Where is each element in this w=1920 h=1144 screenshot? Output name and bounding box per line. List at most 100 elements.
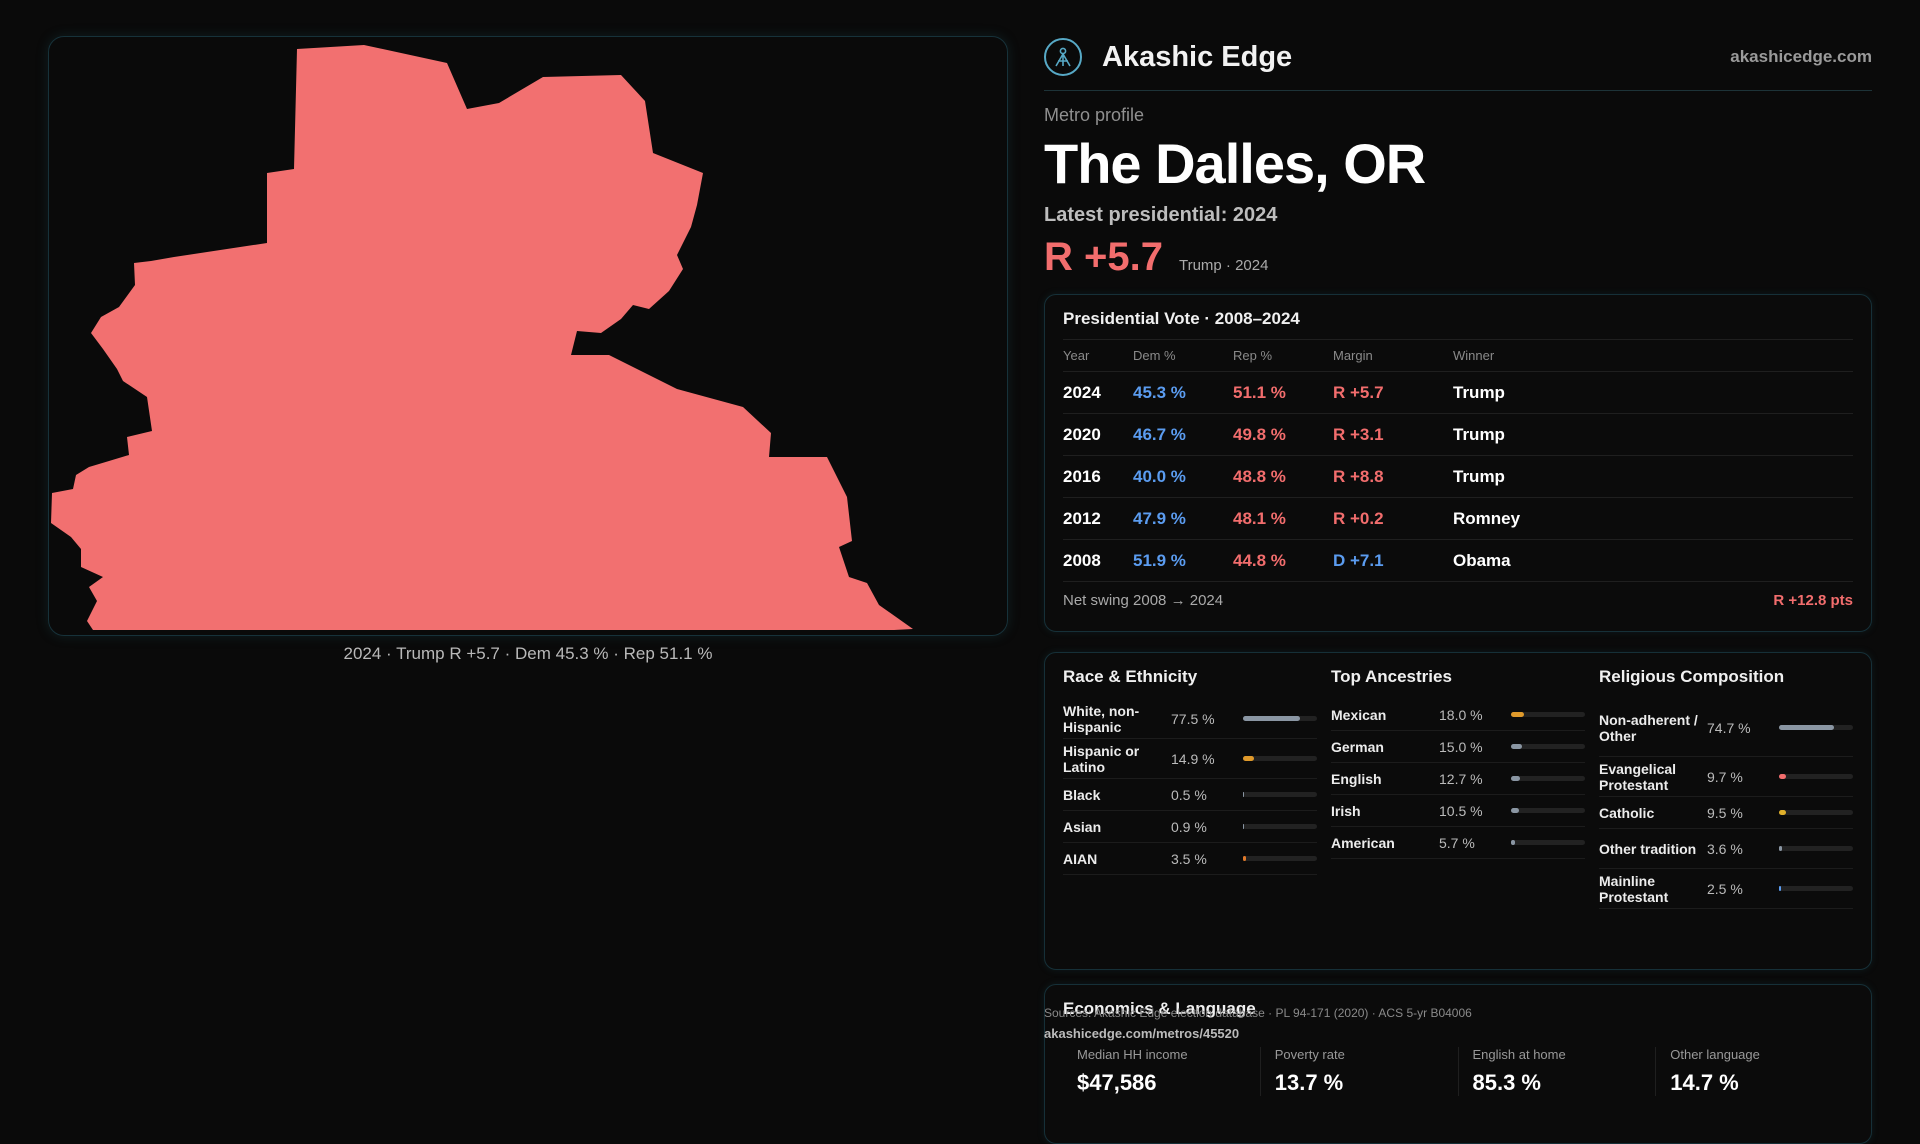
stat-row: White, non-Hispanic 77.5 % (1063, 699, 1317, 739)
stat-bar-fill (1779, 725, 1835, 730)
stat-label: Evangelical Protestant (1599, 760, 1677, 793)
county-map-panel[interactable] (48, 36, 1008, 636)
net-swing-row: Net swing 2008 → 2024 R +12.8 pts (1063, 592, 1853, 609)
permalink-link[interactable]: akashicedge.com/metros/45520 (1044, 1026, 1240, 1041)
stat-row: Hispanic or Latino 14.9 % (1063, 739, 1317, 779)
row-dem: 47.9 % (1133, 508, 1186, 528)
stat-value: 12.7 % (1439, 770, 1483, 787)
stat-bar (1511, 744, 1585, 749)
demographics-card: Race & Ethnicity White, non-Hispanic 77.5… (1044, 652, 1872, 970)
county-map[interactable] (49, 37, 1008, 636)
stat-bar-fill (1511, 776, 1521, 781)
row-margin: R +5.7 (1333, 382, 1384, 402)
table-row: 2016 40.0 % 48.8 % R +8.8 Trump (1063, 456, 1853, 498)
stat-bar (1779, 846, 1853, 851)
stat-value: 18.0 % (1439, 706, 1483, 723)
stat-bar (1511, 808, 1585, 813)
stat-label: Hispanic or Latino (1063, 742, 1140, 775)
stat-label: Mexican (1331, 706, 1387, 723)
page-title: The Dalles, OR (1044, 132, 1426, 195)
stat-label: English (1331, 770, 1382, 787)
stat-value: 15.0 % (1439, 738, 1483, 755)
stat-value: 5.7 % (1439, 834, 1475, 851)
stat-bar-fill (1243, 856, 1246, 861)
stat-row: Non-adherent / Other 74.7 % (1599, 699, 1853, 757)
econ-label: Median HH income (1077, 1047, 1188, 1062)
row-year: 2016 (1063, 466, 1101, 486)
stat-bar (1779, 774, 1853, 779)
stat-value: 9.7 % (1707, 768, 1743, 785)
stat-value: 0.9 % (1171, 818, 1207, 835)
stat-bar (1243, 756, 1317, 761)
presidential-vote-table: Year Dem % Rep % Margin Winner 2024 45.3… (1063, 339, 1853, 582)
net-swing-label: Net swing 2008 → 2024 (1063, 592, 1224, 609)
ancestries-title: Top Ancestries (1331, 667, 1452, 686)
stat-bar-fill (1779, 774, 1787, 779)
latest-margin-value: R +5.7 (1044, 235, 1163, 279)
stat-bar (1511, 776, 1585, 781)
stat-bar (1243, 856, 1317, 861)
stat-label: AIAN (1063, 850, 1098, 867)
stat-row: AIAN 3.5 % (1063, 843, 1317, 875)
row-year: 2020 (1063, 424, 1101, 444)
stat-row: Irish 10.5 % (1331, 795, 1585, 827)
stat-row: Evangelical Protestant 9.7 % (1599, 757, 1853, 797)
presidential-vote-title: Presidential Vote · 2008–2024 (1063, 309, 1300, 328)
stat-label: Non-adherent / Other (1599, 711, 1698, 744)
stat-row: English 12.7 % (1331, 763, 1585, 795)
race-ethnicity-section: Race & Ethnicity White, non-Hispanic 77.5… (1063, 667, 1331, 955)
stat-bar (1243, 792, 1317, 797)
econ-label: English at home (1472, 1047, 1566, 1062)
econ-value: 13.7 % (1274, 1070, 1344, 1095)
brand-name[interactable]: Akashic Edge (1102, 40, 1293, 73)
col-header-year: Year (1063, 348, 1090, 363)
econ-cell: Other language 14.7 % (1655, 1047, 1853, 1096)
row-dem: 46.7 % (1133, 424, 1186, 444)
akashic-logo-icon[interactable] (1044, 38, 1082, 76)
row-winner: Trump (1453, 424, 1505, 444)
row-rep: 49.8 % (1233, 424, 1286, 444)
row-margin: R +0.2 (1333, 508, 1384, 528)
stat-value: 3.5 % (1171, 850, 1207, 867)
presidential-vote-card: Presidential Vote · 2008–2024 Year Dem %… (1044, 294, 1872, 632)
stat-label: Mainline Protestant (1599, 872, 1669, 905)
stat-row: Other tradition 3.6 % (1599, 829, 1853, 869)
county-shape[interactable] (51, 45, 913, 630)
stat-value: 14.9 % (1171, 750, 1215, 767)
stat-bar-fill (1243, 716, 1301, 721)
stat-bar-fill (1779, 886, 1781, 891)
net-swing-value: R +12.8 pts (1773, 592, 1853, 609)
row-rep: 48.8 % (1233, 466, 1286, 486)
table-row: 2020 46.7 % 49.8 % R +3.1 Trump (1063, 414, 1853, 456)
stat-bar (1779, 725, 1853, 730)
religion-section: Religious Composition Non-adherent / Oth… (1599, 667, 1853, 955)
stat-bar-fill (1511, 744, 1523, 749)
stat-bar-fill (1779, 846, 1782, 851)
stat-label: German (1331, 738, 1384, 755)
brand-url-link[interactable]: akashicedge.com (1730, 47, 1872, 66)
economics-grid: Median HH income $47,586 Poverty rate 13… (1063, 1047, 1853, 1096)
col-header-winner: Winner (1453, 348, 1495, 363)
row-margin: R +8.8 (1333, 466, 1384, 486)
econ-cell: Median HH income $47,586 (1063, 1047, 1260, 1096)
sources-note: Sources: Akashic Edge election database … (1044, 1006, 1472, 1020)
stat-value: 9.5 % (1707, 804, 1743, 821)
page-eyebrow: Metro profile (1044, 105, 1145, 125)
stat-label: Other tradition (1599, 840, 1697, 857)
table-row: 2024 45.3 % 51.1 % R +5.7 Trump (1063, 372, 1853, 414)
row-winner: Romney (1453, 508, 1521, 528)
table-row: 2012 47.9 % 48.1 % R +0.2 Romney (1063, 498, 1853, 540)
ancestry-rows: Mexican 18.0 % German 15.0 % English 12.7 % Ir… (1331, 699, 1585, 859)
race-ethnicity-title: Race & Ethnicity (1063, 667, 1198, 686)
econ-value: $47,586 (1077, 1070, 1157, 1095)
religion-rows: Non-adherent / Other 74.7 % Evangelical Pr… (1599, 699, 1853, 909)
row-dem: 45.3 % (1133, 382, 1186, 402)
row-year: 2012 (1063, 508, 1101, 528)
econ-value: 85.3 % (1472, 1070, 1542, 1095)
table-row: 2008 51.9 % 44.8 % D +7.1 Obama (1063, 540, 1853, 582)
econ-label: Other language (1670, 1047, 1760, 1062)
row-year: 2024 (1063, 382, 1101, 402)
stat-value: 77.5 % (1171, 710, 1215, 727)
row-dem: 51.9 % (1133, 550, 1186, 570)
econ-cell: English at home 85.3 % (1457, 1047, 1656, 1096)
